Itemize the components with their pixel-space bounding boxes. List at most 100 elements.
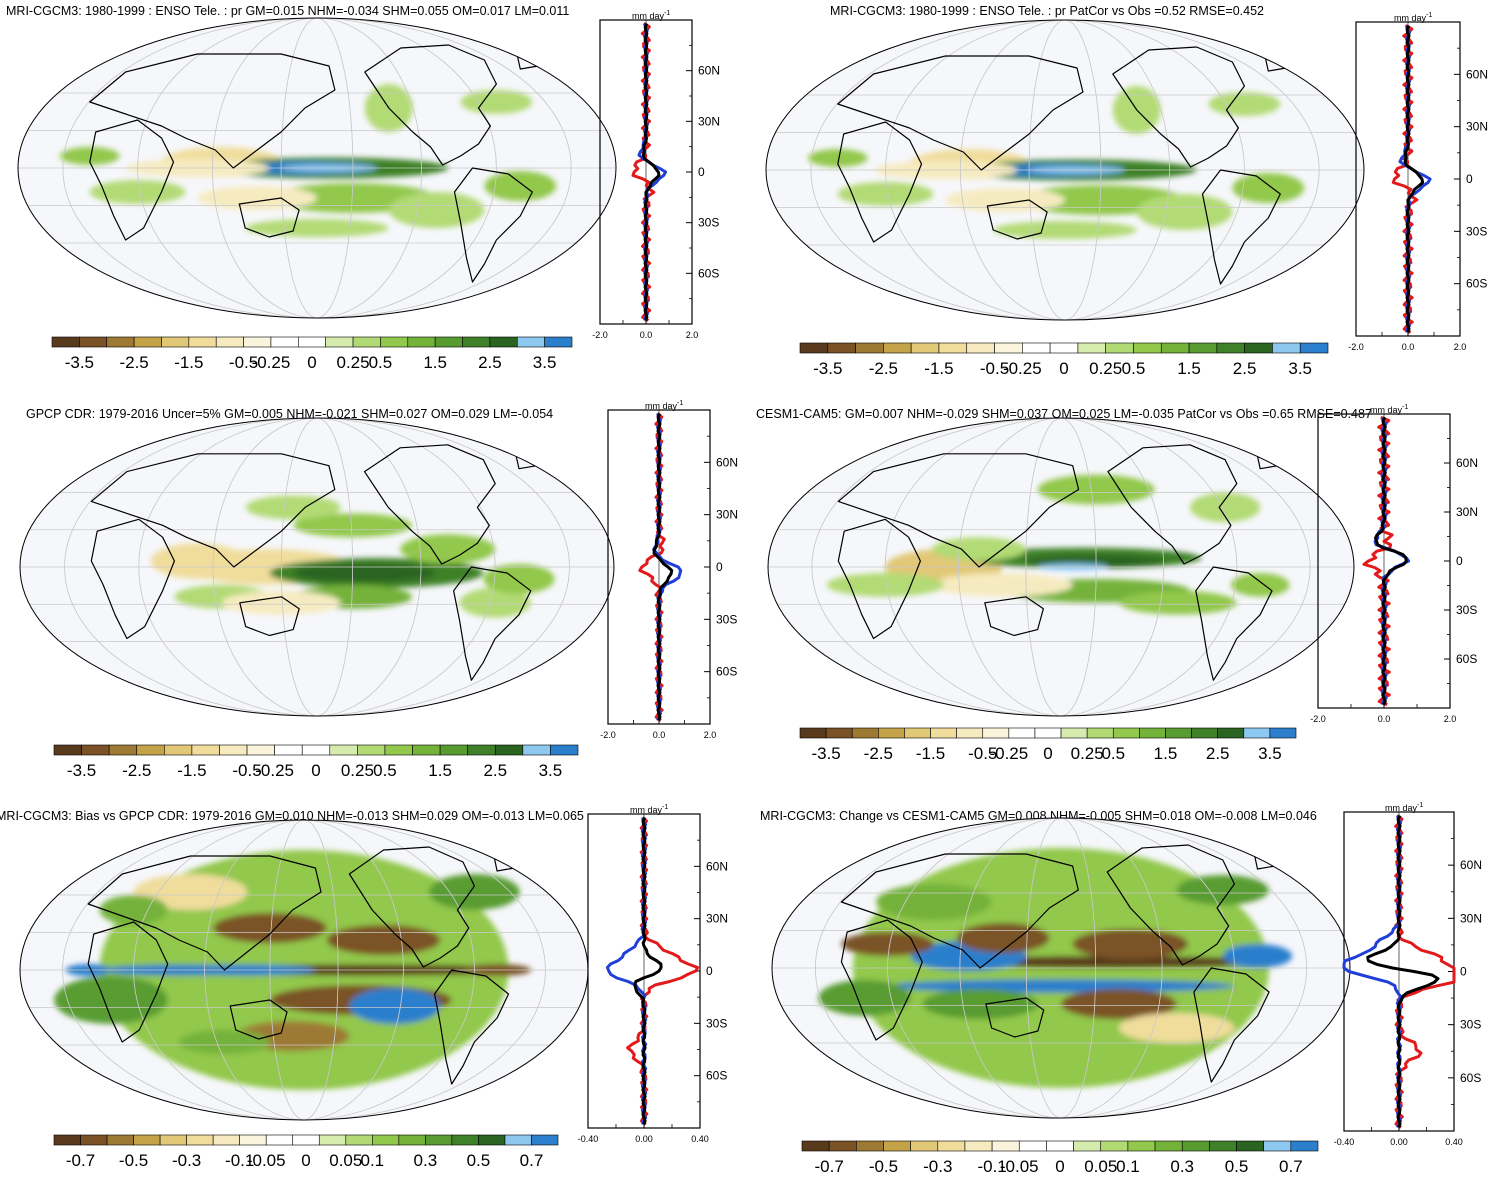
anomaly-region <box>956 923 1050 953</box>
meridian <box>1028 20 1102 320</box>
coastline-australia <box>239 596 300 637</box>
colorbar-box <box>1217 727 1245 739</box>
colorbar-label: 0 <box>1055 1157 1064 1176</box>
lat-tick-label: 30S <box>706 1016 727 1030</box>
colorbar-box <box>161 336 190 348</box>
lat-tick-label: 60N <box>706 859 728 873</box>
colorbar-label: 3.5 <box>533 353 557 372</box>
colorbar-box <box>531 1134 559 1146</box>
anomaly-region <box>150 543 246 579</box>
meridian <box>1025 818 1097 1118</box>
unit-exponent: -1 <box>1402 404 1408 411</box>
colorbar-box <box>544 336 573 348</box>
colorbar-label: -0.5 <box>980 359 1009 378</box>
meridian <box>811 418 1311 716</box>
anomaly-region <box>807 149 868 167</box>
colorbar-box <box>246 744 275 756</box>
unit-label: mm day-1 <box>1385 802 1423 813</box>
colorbar-box <box>827 342 856 354</box>
x-tick-label: 2.0 <box>686 330 699 340</box>
colorbar-box <box>1209 1140 1237 1152</box>
coastline-eurasia <box>90 453 336 568</box>
colorbar-box <box>329 744 358 756</box>
colorbar-box <box>133 336 162 348</box>
colorbar-label: 0.25 <box>341 761 374 780</box>
lat-tick-label: 30N <box>1466 120 1488 134</box>
colorbar-box <box>398 1134 426 1146</box>
colorbar-label: -0.1 <box>225 1151 254 1170</box>
zonal-mean-profile: mm day-1 60N 30N 0 30S 60S -0.40 0.00 0.40 <box>578 804 728 1144</box>
lat-tick-label: 30N <box>698 114 720 128</box>
colorbar-label: 0 <box>311 761 320 780</box>
colorbar-label: 0.05 <box>1084 1157 1117 1176</box>
x-tick-label: 0.00 <box>635 1134 653 1144</box>
colorbar-box <box>106 1134 134 1146</box>
colorbar-label: -1.5 <box>174 353 203 372</box>
coastline-north-america <box>363 444 496 565</box>
anomaly-region <box>1208 92 1281 116</box>
anomaly-region <box>818 980 911 1016</box>
colorbar-box <box>188 336 217 348</box>
x-tick-label: 2.0 <box>1454 342 1467 352</box>
meridian <box>887 818 1235 1118</box>
meridian <box>212 418 422 716</box>
colorbar-label: 3.5 <box>1288 359 1312 378</box>
coastline-south-america <box>453 566 532 681</box>
unit-label: mm day-1 <box>645 400 683 411</box>
colorbar-box <box>1216 342 1245 354</box>
anomaly-region <box>213 913 327 943</box>
map-border <box>17 17 617 319</box>
panel-gpcp: GPCP CDR: 1979-2016 Uncer=5% GM=0.005 NH… <box>0 390 748 790</box>
colorbar-label: -0.5 <box>968 744 997 763</box>
colorbar-box <box>956 727 984 739</box>
map-field <box>18 18 616 318</box>
lat-tick-label: 30N <box>1456 505 1478 519</box>
colorbar-box <box>904 727 931 739</box>
colorbar-box <box>53 744 82 756</box>
coastline-africa <box>840 919 923 1041</box>
colorbar-box <box>159 1134 187 1146</box>
panel-title: MRI-CGCM3: 1980-1999 : ENSO Tele. : pr P… <box>830 4 1264 18</box>
colorbar-label: -3.5 <box>67 761 96 780</box>
colorbar-box <box>856 1140 884 1152</box>
colorbar-box <box>1269 727 1297 739</box>
x-tick-label: 2.0 <box>1444 714 1457 724</box>
graticule <box>18 18 616 318</box>
anomaly-region <box>1222 944 1293 968</box>
lat-tick-label: 30S <box>716 612 737 626</box>
colorbar-box <box>325 336 354 348</box>
colorbar-box <box>1112 727 1140 739</box>
unit-exponent: -1 <box>664 10 670 17</box>
colorbar-label: -2.5 <box>122 761 151 780</box>
colorbar-box <box>964 1140 993 1152</box>
colorbar-box <box>1100 1140 1129 1152</box>
colorbar-label: -2.5 <box>869 359 898 378</box>
profile-line-obs <box>631 22 656 322</box>
x-tick-label: 0.0 <box>640 330 653 340</box>
colorbar-label: -3.5 <box>65 353 94 372</box>
colorbar-label: 0.5 <box>369 353 393 372</box>
coastline-eurasia <box>840 853 1079 969</box>
colorbar-box <box>384 744 413 756</box>
colorbar-label: 1.5 <box>1154 744 1178 763</box>
colorbar-box <box>81 744 110 756</box>
lat-tick-label: 60N <box>716 455 738 469</box>
colorbar-box <box>439 744 468 756</box>
robinson-map <box>19 417 615 717</box>
colorbar-box <box>1236 1140 1264 1152</box>
colorbar-box <box>51 336 80 348</box>
colorbar-label: -0.5 <box>232 761 261 780</box>
graticule <box>768 418 1354 716</box>
meridian <box>62 820 546 1120</box>
colorbar-box <box>345 1134 373 1146</box>
colorbar-box <box>407 336 436 348</box>
colorbar-box <box>1243 727 1271 739</box>
anomaly-region <box>459 587 531 618</box>
coastline-south-america <box>1201 169 1281 285</box>
colorbar-label: 2.5 <box>1233 359 1257 378</box>
colorbar-box <box>478 1134 506 1146</box>
colorbar-box <box>451 1134 479 1146</box>
unit-label: mm day-1 <box>630 804 668 815</box>
